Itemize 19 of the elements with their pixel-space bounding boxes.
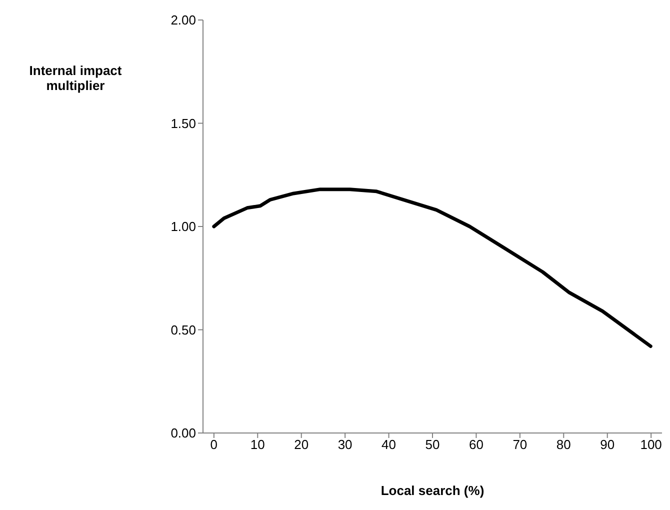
y-axis-title: Internal impact multiplier <box>28 63 123 93</box>
y-tick-label: 0.50 <box>170 322 196 338</box>
x-tick-label: 100 <box>640 437 662 452</box>
x-axis-title: Local search (%) <box>380 483 484 498</box>
y-tick-label: 2.00 <box>170 12 196 28</box>
x-tick-label: 30 <box>338 437 352 452</box>
x-tick-label: 0 <box>210 437 218 452</box>
x-tick-label: 70 <box>512 437 528 452</box>
y-tick-label: 1.50 <box>170 116 196 131</box>
x-tick-label: 80 <box>556 437 571 452</box>
y-tick-label: 1.00 <box>170 219 196 234</box>
line-series <box>212 188 652 348</box>
x-tick-label: 50 <box>425 437 440 452</box>
x-tick-label: 40 <box>382 437 396 452</box>
x-tick-label: 10 <box>250 437 265 452</box>
y-tick-label: 0.00 <box>170 426 196 441</box>
x-tick-label: 60 <box>468 437 484 452</box>
x-tick-label: 20 <box>294 437 309 452</box>
x-tick-label: 90 <box>600 437 615 452</box>
